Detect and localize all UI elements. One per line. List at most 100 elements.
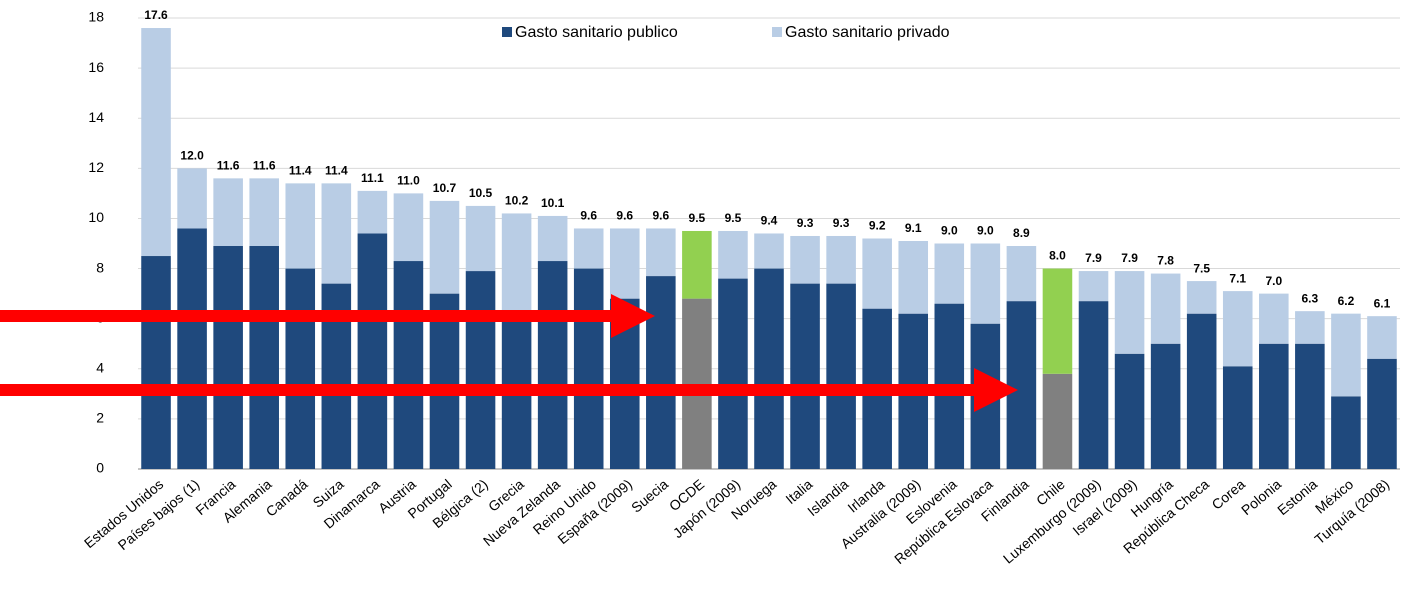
bar-segment: [646, 228, 676, 277]
bar-segment: [1295, 343, 1325, 469]
y-tick-label: 8: [96, 259, 104, 275]
bar-segment: [357, 190, 388, 234]
total-label: 9.6: [580, 209, 597, 223]
arrow-head: [611, 294, 655, 338]
total-label: 7.8: [1157, 254, 1174, 268]
bar-segment: [609, 228, 640, 299]
legend-swatch: [772, 27, 782, 37]
bar-segment: [862, 238, 892, 309]
x-tick-label: Suecia: [628, 476, 671, 516]
bar-segment: [1042, 268, 1073, 374]
total-label: 11.1: [361, 171, 384, 185]
total-label: 11.6: [217, 159, 240, 173]
bar-segment: [1331, 396, 1361, 469]
bar-segment: [177, 168, 207, 229]
total-label: 17.6: [144, 8, 168, 22]
bar-segment: [1186, 313, 1217, 469]
bar-segment: [1078, 271, 1109, 302]
total-label: 7.5: [1193, 261, 1210, 275]
bar-segment: [1186, 281, 1217, 314]
bar-segment: [1114, 353, 1145, 469]
arrow-head: [974, 368, 1018, 412]
total-label: 9.4: [761, 214, 778, 228]
total-label: 9.0: [977, 224, 994, 238]
x-tick-label: Estonia: [1274, 476, 1320, 518]
total-label: 10.2: [505, 194, 529, 208]
y-tick-label: 0: [96, 460, 104, 476]
bar-segment: [1042, 373, 1073, 469]
bar-segment: [1367, 316, 1397, 359]
total-label: 11.4: [325, 164, 348, 178]
bar-segment: [898, 240, 929, 314]
bar-segment: [141, 28, 171, 257]
bar-segment: [393, 193, 424, 262]
legend-swatch: [502, 27, 512, 37]
total-label: 9.2: [869, 219, 886, 233]
total-label: 7.9: [1121, 251, 1138, 265]
bar-segment: [1078, 301, 1109, 469]
bar-segment: [429, 200, 460, 294]
bar-segment: [1150, 273, 1181, 344]
bar-segment: [718, 230, 748, 279]
total-label: 9.6: [616, 209, 633, 223]
bar-segment: [1150, 343, 1181, 469]
total-label: 11.0: [397, 174, 420, 188]
y-tick-label: 16: [88, 59, 104, 75]
total-label: 9.6: [652, 209, 669, 223]
bar-segment: [1006, 246, 1037, 302]
bar-segment: [826, 235, 856, 284]
y-tick-label: 18: [88, 9, 104, 25]
total-label: 11.6: [253, 159, 276, 173]
total-label: 9.0: [941, 224, 958, 238]
bar-segment: [429, 293, 460, 469]
bar-segment: [1331, 313, 1361, 397]
bar-segment: [826, 283, 856, 469]
bar-segment: [1222, 291, 1253, 367]
bar-segment: [934, 243, 965, 304]
bar-segment: [682, 230, 712, 299]
total-label: 9.3: [797, 216, 814, 230]
bar-segment: [285, 268, 316, 469]
bar-segment: [141, 256, 171, 469]
bar-segment: [213, 246, 243, 469]
bar-segment: [790, 235, 820, 284]
total-label: 7.0: [1265, 274, 1282, 288]
bar-segment: [537, 215, 568, 262]
bar-segment: [465, 271, 496, 469]
bar-segment: [646, 276, 676, 469]
legend-label: Gasto sanitario privado: [785, 24, 950, 41]
bar-segment: [573, 268, 604, 469]
bar-segment: [1114, 271, 1145, 354]
bar-segment: [754, 268, 784, 469]
total-label: 10.5: [469, 186, 493, 200]
bar-segment: [249, 178, 279, 247]
total-label: 9.3: [833, 216, 850, 230]
bar-segment: [501, 213, 532, 317]
bar-segment: [790, 283, 820, 469]
bar-segment: [1259, 293, 1289, 344]
total-label: 9.5: [689, 211, 706, 225]
total-label: 9.1: [905, 221, 922, 235]
total-label: 7.1: [1229, 271, 1246, 285]
x-tick-label: Polonia: [1238, 476, 1284, 518]
y-tick-label: 4: [96, 359, 104, 375]
total-label: 10.1: [541, 196, 565, 210]
total-label: 7.9: [1085, 251, 1102, 265]
bar-segment: [537, 261, 568, 469]
legend-label: Gasto sanitario publico: [515, 24, 678, 41]
total-label: 10.7: [433, 181, 457, 195]
total-label: 11.4: [289, 164, 312, 178]
bar-segment: [321, 183, 352, 284]
bar-segment: [1295, 311, 1325, 344]
bar-segment: [718, 278, 748, 469]
y-tick-label: 14: [88, 109, 104, 125]
bar-segment: [1259, 343, 1289, 469]
total-label: 12.0: [180, 149, 204, 163]
bar-segment: [177, 228, 207, 469]
bar-segment: [573, 228, 604, 269]
x-tick-label: Islandia: [804, 476, 851, 519]
bar-segment: [357, 233, 388, 469]
bar-segment: [1006, 301, 1037, 469]
bar-segment: [465, 205, 496, 272]
